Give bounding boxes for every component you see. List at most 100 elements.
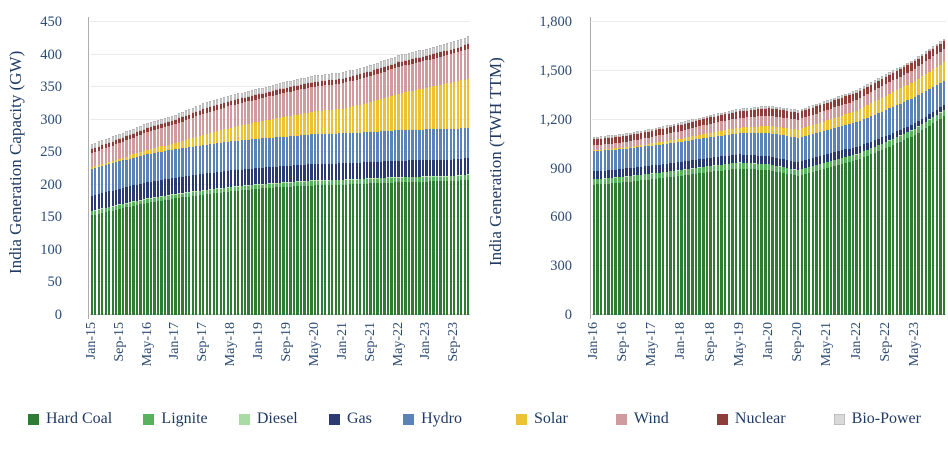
bar-segment-solar <box>432 86 435 130</box>
bar-segment-wind <box>818 112 822 123</box>
bar-segment-nuclear <box>212 106 215 111</box>
bar-segment-solar <box>278 117 282 138</box>
legend-swatch-gas <box>328 413 340 425</box>
y-tick-label: 100 <box>40 241 62 258</box>
stacked-bar <box>855 90 858 315</box>
bar-segment-lignite <box>209 189 212 194</box>
bar-segment-bio-power <box>407 52 411 60</box>
bar-segment-gas <box>629 168 632 176</box>
bar-segment-hard-coal <box>734 168 738 315</box>
bar-segment-hydro <box>163 150 167 180</box>
bar-segment-gas <box>786 160 789 168</box>
bar-segment-hard-coal <box>327 185 330 315</box>
bar-segment-gas <box>386 161 390 178</box>
bar-segment-hydro <box>407 129 411 161</box>
bar-segment-hard-coal <box>407 181 411 315</box>
stacked-bar <box>359 67 362 315</box>
bar-segment-hard-coal <box>625 181 628 315</box>
bar-segment-hard-coal <box>247 189 250 315</box>
stacked-bar <box>800 108 804 315</box>
bar-segment-gas <box>917 121 920 127</box>
bar-segment-solar <box>331 109 334 134</box>
bar-segment-solar <box>226 128 229 142</box>
bar-segment-diesel <box>386 177 390 179</box>
bar-segment-hard-coal <box>212 193 215 315</box>
bar-segment-wind <box>118 143 121 159</box>
bar-segment-bio-power <box>880 76 884 79</box>
bar-segment-diesel <box>156 196 160 198</box>
bar-segment-bio-power <box>414 51 418 59</box>
stacked-bar <box>913 58 917 315</box>
bar-segment-hard-coal <box>250 189 254 315</box>
bar-segment-hydro <box>355 132 358 163</box>
bar-segment-solar <box>261 121 264 139</box>
stacked-bar <box>880 76 884 315</box>
bar-segment-wind <box>654 136 658 143</box>
bar-segment-bio-power <box>654 127 658 131</box>
bar-segment-nuclear <box>467 44 470 50</box>
bar-segment-nuclear <box>191 113 194 118</box>
bar-segment-lignite <box>334 180 337 185</box>
y-tick-label: 50 <box>47 274 63 291</box>
bar-segment-lignite <box>880 143 884 150</box>
bar-segment-bio-power <box>435 45 439 54</box>
bar-segment-nuclear <box>414 58 418 63</box>
stacked-bar <box>407 52 411 315</box>
bar-segment-solar <box>610 148 614 150</box>
bar-segment-hydro <box>254 138 257 169</box>
bar-segment-solar <box>94 166 97 169</box>
stacked-bar <box>902 64 906 315</box>
bar-segment-lignite <box>146 199 149 204</box>
bar-segment-hard-coal <box>618 182 621 315</box>
stacked-bar <box>108 137 111 315</box>
bar-segment-gas <box>90 195 93 211</box>
bar-segment-solar <box>607 149 610 151</box>
bar-segment-solar <box>742 127 745 134</box>
bar-segment-wind <box>432 58 435 87</box>
bar-segment-hard-coal <box>261 188 264 315</box>
stacked-bar <box>767 105 771 315</box>
bar-segment-bio-power <box>607 135 610 138</box>
bar-segment-diesel <box>275 182 278 184</box>
bar-segment-gas <box>191 175 194 192</box>
bar-segment-nuclear <box>665 127 669 134</box>
bar-segment-hydro <box>313 134 316 164</box>
bar-segment-lignite <box>250 185 254 190</box>
bar-segment-hard-coal <box>362 183 365 315</box>
bar-segment-lignite <box>177 194 181 198</box>
bar-segment-bio-power <box>869 82 873 85</box>
bar-segment-diesel <box>205 189 208 191</box>
bar-segment-nuclear <box>369 71 372 77</box>
bar-segment-hard-coal <box>421 181 425 315</box>
bar-segment-hard-coal <box>369 183 372 315</box>
bar-segment-diesel <box>216 188 219 190</box>
bar-segment-solar <box>366 102 369 133</box>
stacked-bar <box>910 60 913 315</box>
bar-segment-nuclear <box>425 55 428 61</box>
bar-segment-diesel <box>153 197 156 198</box>
bar-segment-wind <box>421 61 425 89</box>
bar-segment-gas <box>250 168 254 185</box>
bar-segment-gas <box>226 170 229 188</box>
bar-segment-diesel <box>118 204 121 205</box>
bar-segment-wind <box>786 118 789 129</box>
bar-segment-wind <box>407 64 411 92</box>
bar-segment-gas <box>264 167 268 184</box>
bar-segment-hard-coal <box>603 183 606 315</box>
bar-segment-nuclear <box>880 78 884 87</box>
bar-segment-hard-coal <box>632 181 636 315</box>
bar-segment-solar <box>643 144 647 147</box>
stacked-bar <box>289 80 292 315</box>
bar-segment-diesel <box>453 175 456 177</box>
bar-segment-hard-coal <box>629 181 632 315</box>
bar-segment-solar <box>851 111 855 124</box>
bar-segment-hard-coal <box>599 184 603 315</box>
bar-segment-diesel <box>376 177 379 179</box>
bar-segment-bio-power <box>128 129 132 136</box>
bar-segment-nuclear <box>869 84 873 93</box>
bar-segment-diesel <box>331 179 334 181</box>
bar-segment-hard-coal <box>939 118 942 315</box>
bar-segment-hydro <box>226 141 229 171</box>
bar-segment-hydro <box>910 98 913 126</box>
bar-segment-bio-power <box>811 105 814 108</box>
